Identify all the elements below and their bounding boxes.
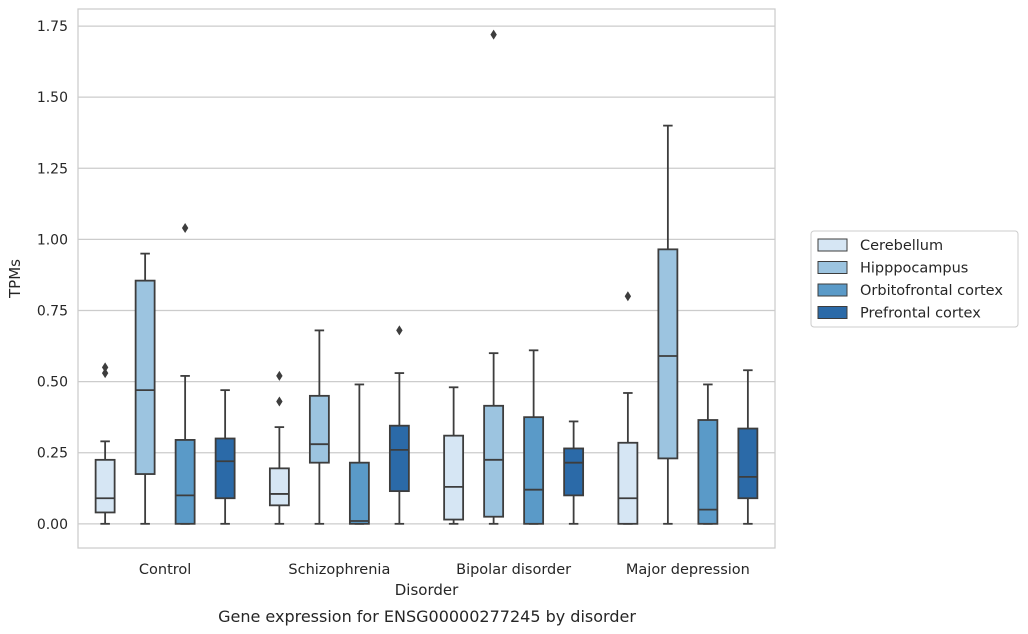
box-groups <box>94 29 759 525</box>
y-tick-label: 1.50 <box>37 90 68 106</box>
legend-label: Prefrontal cortex <box>860 306 981 322</box>
box <box>443 434 465 521</box>
box-group <box>523 349 545 525</box>
y-tick-label: 0.25 <box>37 446 68 462</box>
box-group <box>174 223 196 525</box>
outlier-point <box>101 362 109 373</box>
legend: Cerebellum Hipppocampus Orbitofrontal cort… <box>810 230 1019 328</box>
x-axis-label: Disorder <box>395 581 459 599</box>
legend-label: Orbitofrontal cortex <box>860 283 1003 299</box>
box <box>737 427 759 500</box>
outlier-point <box>181 223 189 234</box>
y-tick-labels: 0.00 0.25 0.50 0.75 1.00 1.25 1.50 1.75 <box>37 19 68 533</box>
box <box>308 394 330 464</box>
y-tick-label: 1.25 <box>37 161 68 177</box>
box <box>523 416 545 525</box>
box-group <box>443 386 465 525</box>
box <box>94 458 116 514</box>
y-axis-label: TPMs <box>6 259 24 299</box>
y-tick-label: 1.00 <box>37 232 68 248</box>
box-group <box>483 29 505 525</box>
box <box>657 248 679 460</box>
legend-swatch <box>817 261 848 274</box>
legend-swatch <box>817 306 848 319</box>
box <box>348 461 370 525</box>
outlier-point <box>101 368 109 379</box>
box <box>483 404 505 518</box>
x-tick-label: Major depression <box>626 562 750 578</box>
chart-caption: Gene expression for ENSG00000277245 by d… <box>218 607 636 626</box>
legend-label: Hipppocampus <box>860 261 968 277</box>
box-group <box>268 370 290 525</box>
legend-label: Cerebellum <box>860 238 943 254</box>
box-group <box>214 389 236 525</box>
box-group <box>563 420 585 525</box>
box-group <box>617 291 639 525</box>
box-group <box>308 329 330 525</box>
x-tick-label: Schizophrenia <box>288 562 390 578</box>
box <box>134 279 156 475</box>
box <box>388 424 410 493</box>
legend-swatch <box>817 283 848 297</box>
box <box>214 437 236 500</box>
outlier-point <box>276 396 283 407</box>
box-group <box>94 362 116 525</box>
legend-swatch <box>817 238 848 252</box>
box-group <box>348 383 370 525</box>
x-tick-label: Control <box>139 562 191 578</box>
y-tick-label: 0.00 <box>37 517 68 533</box>
box <box>174 439 196 525</box>
legend-frame <box>810 230 1019 328</box>
x-tick-label: Bipolar disorder <box>456 562 571 578</box>
box-group <box>737 369 759 525</box>
x-tick-labels: Control Schizophrenia Bipolar disorder Majo… <box>139 562 750 578</box>
box <box>617 441 639 525</box>
outlier-point <box>276 370 283 381</box>
y-tick-label: 0.50 <box>37 375 68 391</box>
y-tick-label: 1.75 <box>37 19 68 35</box>
outlier-point <box>624 291 632 302</box>
box-group <box>388 325 410 525</box>
outlier-point <box>396 325 403 336</box>
box-group <box>657 124 679 525</box>
box-group <box>697 383 719 525</box>
box <box>268 467 290 507</box>
outlier-point <box>490 29 497 40</box>
box-group <box>134 252 156 525</box>
y-tick-label: 0.75 <box>37 303 68 319</box>
box <box>563 447 585 497</box>
box <box>697 419 719 525</box>
